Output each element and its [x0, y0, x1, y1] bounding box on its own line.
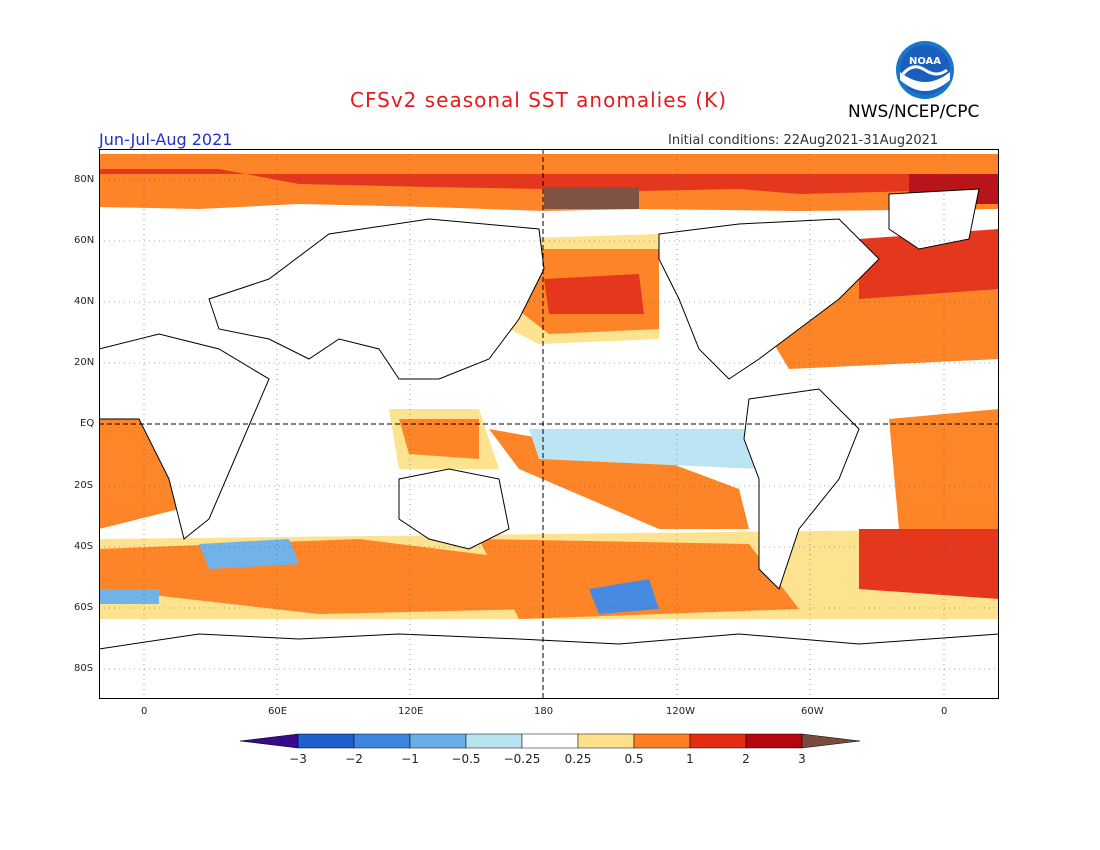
colorbar-max-arrow [801, 733, 861, 749]
colorbar-segment [689, 733, 747, 749]
colorbar-segment [577, 733, 635, 749]
lat-label-40n: 40N [74, 296, 95, 307]
lat-label-eq: EQ [80, 418, 95, 429]
colorbar-label: −0.5 [451, 752, 481, 766]
colorbar-segment [633, 733, 691, 749]
colorbar-label: 0.5 [624, 752, 644, 766]
season-label: Jun-Jul-Aug 2021 [99, 130, 233, 149]
lon-label-0-west: 0 [141, 706, 148, 717]
colorbar-label: −3 [289, 752, 307, 766]
colorbar-segment [409, 733, 467, 749]
colorbar-label: 0.25 [564, 752, 592, 766]
agency-label: NWS/NCEP/CPC [848, 102, 980, 122]
colorbar-segment [745, 733, 803, 749]
colorbar-segment [465, 733, 523, 749]
lon-label-180: 180 [534, 706, 554, 717]
lat-label-60s: 60S [74, 602, 94, 613]
colorbar-label: −1 [401, 752, 419, 766]
colorbar-label: 2 [742, 752, 750, 766]
colorbar-segment [297, 733, 355, 749]
lat-label-60n: 60N [74, 235, 95, 246]
logo-text: NOAA [909, 56, 941, 67]
lon-label-60w: 60W [801, 706, 824, 717]
colorbar [240, 733, 861, 749]
chart-title: CFSv2 seasonal SST anomalies (K) [350, 88, 727, 112]
lat-label-80s: 80S [74, 663, 94, 674]
colorbar-label: −0.25 [503, 752, 541, 766]
lon-label-120w: 120W [666, 706, 695, 717]
lat-label-20s: 20S [74, 480, 94, 491]
lat-label-80n: 80N [74, 174, 95, 185]
sst-anomaly-map [99, 149, 999, 699]
continent-outlines [99, 188, 999, 699]
colorbar-min-arrow [240, 733, 299, 749]
colorbar-label: −2 [345, 752, 363, 766]
colorbar-segment [353, 733, 411, 749]
lon-label-120e: 120E [398, 706, 424, 717]
lat-label-40s: 40S [74, 541, 94, 552]
graticule [99, 149, 999, 699]
lon-label-60e: 60E [268, 706, 288, 717]
colorbar-label: 1 [686, 752, 694, 766]
lat-label-20n: 20N [74, 357, 95, 368]
colorbar-label: 3 [798, 752, 806, 766]
lon-label-0-east: 0 [941, 706, 948, 717]
colorbar-segment [521, 733, 579, 749]
initial-conditions-label: Initial conditions: 22Aug2021-31Aug2021 [668, 133, 939, 148]
noaa-logo: NOAA [896, 41, 954, 99]
